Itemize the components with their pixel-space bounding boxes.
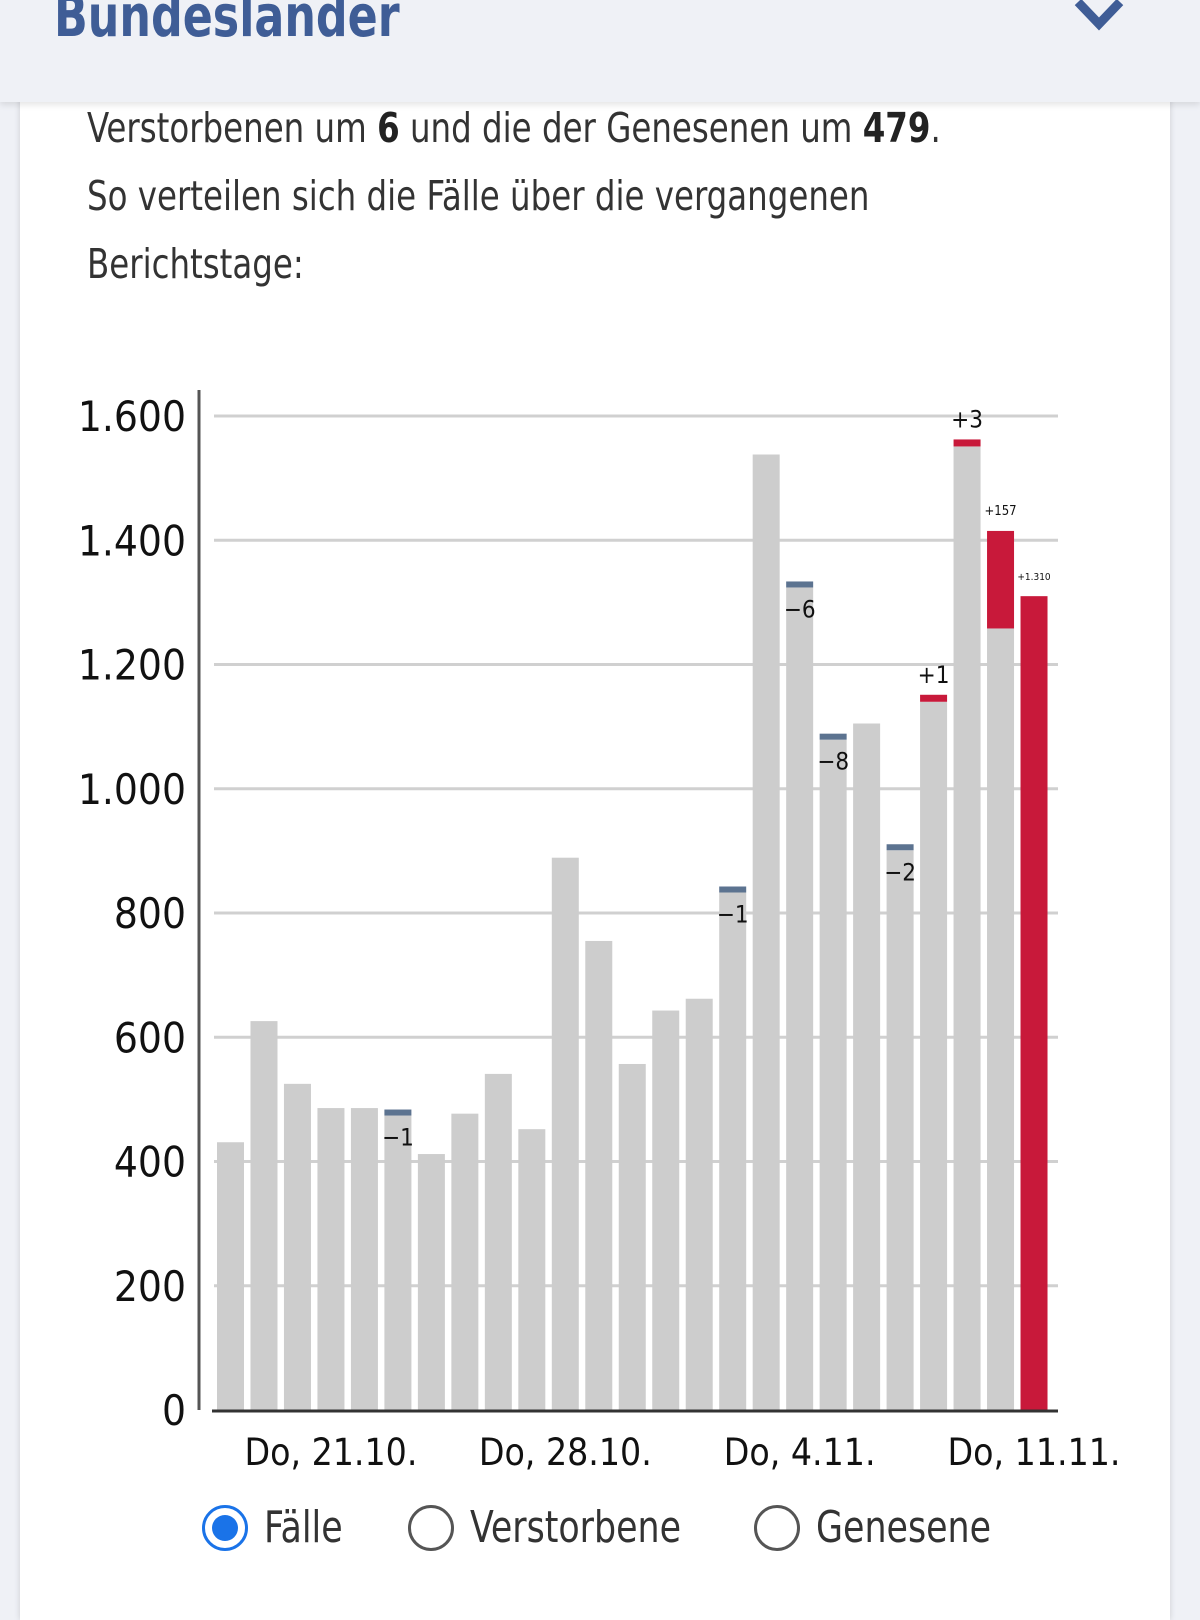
bar	[618, 1063, 646, 1410]
bar-increase	[1020, 596, 1048, 1410]
bar	[484, 1073, 512, 1410]
radio-label: Genesene	[816, 1502, 992, 1553]
bar	[752, 454, 780, 1411]
change-label: −6	[784, 595, 816, 623]
text-line: Berichtstage:	[87, 240, 304, 288]
change-label: −1	[717, 900, 749, 928]
text-segment: Verstorbenen um	[87, 104, 378, 152]
y-tick-label: 0	[162, 1386, 186, 1435]
change-label: +1.310	[1017, 572, 1051, 583]
change-label: −8	[817, 748, 849, 776]
bar	[451, 1113, 479, 1410]
bar	[551, 857, 579, 1410]
metric-selector: Fälle Verstorbene Genesene	[0, 1502, 1200, 1572]
change-label: +1	[918, 661, 950, 689]
bar	[987, 628, 1015, 1410]
change-label: −1	[382, 1124, 414, 1152]
recovered-change: 479	[862, 104, 931, 152]
bar	[786, 587, 814, 1410]
radio-label: Verstorbene	[470, 1502, 682, 1553]
bar-decrease	[886, 844, 914, 851]
text-line: So verteilen sich die Fälle über die ver…	[87, 172, 870, 220]
bar	[819, 739, 847, 1410]
y-tick-label: 200	[114, 1262, 186, 1311]
bar	[417, 1154, 445, 1410]
bar	[886, 850, 914, 1410]
bar-decrease	[719, 886, 747, 893]
bar-increase	[953, 439, 981, 447]
bar	[685, 998, 713, 1410]
bar-decrease	[786, 581, 814, 588]
radio-unselected-icon[interactable]	[408, 1504, 454, 1551]
change-label: +3	[951, 405, 983, 433]
bar-increase	[987, 530, 1015, 629]
bar	[217, 1142, 244, 1410]
deaths-change: 6	[377, 104, 400, 152]
y-tick-label: 1.200	[78, 641, 186, 690]
bar	[250, 1021, 278, 1410]
radio-unselected-icon[interactable]	[754, 1504, 800, 1551]
text-segment: .	[930, 104, 941, 152]
cases-bar-chart: 0 200 400 600 800 1.000 1.200 1.400 1.600 −1 −1 −6 −…	[78, 390, 1121, 1474]
radio-faelle[interactable]: Fälle	[202, 1502, 353, 1553]
x-tick-label: Do, 21.10.	[244, 1431, 417, 1474]
bar	[518, 1129, 546, 1410]
section-title: Bundesländer	[54, 0, 400, 50]
bar	[719, 892, 747, 1410]
section-header[interactable]: Bundesländer	[0, 0, 1200, 102]
y-tick-label: 1.400	[78, 516, 186, 565]
bar	[283, 1083, 311, 1410]
change-label: −2	[884, 858, 916, 886]
radio-verstorbene[interactable]: Verstorbene	[408, 1502, 710, 1553]
bar	[585, 940, 613, 1410]
intro-text: Verstorbenen um 6 und die der Genesenen …	[87, 94, 941, 298]
bar	[350, 1108, 378, 1410]
bar	[953, 446, 981, 1410]
radio-genesene[interactable]: Genesene	[754, 1502, 1015, 1553]
radio-selected-icon[interactable]	[202, 1504, 248, 1551]
y-tick-label: 800	[114, 889, 186, 938]
y-tick-label: 1.600	[78, 392, 186, 441]
y-tick-label: 600	[114, 1013, 186, 1062]
y-tick-label: 1.000	[78, 765, 186, 814]
x-tick-label: Do, 11.11.	[948, 1431, 1121, 1474]
bar	[920, 701, 948, 1410]
bar-increase	[920, 694, 948, 702]
bar	[853, 723, 881, 1410]
bar	[384, 1115, 412, 1410]
bar-decrease	[819, 733, 847, 740]
text-segment: und die der Genesenen um	[399, 104, 863, 152]
bar-decrease	[384, 1109, 412, 1116]
change-label: +157	[984, 504, 1016, 519]
x-tick-label: Do, 28.10.	[479, 1431, 652, 1474]
chevron-down-icon[interactable]	[1074, 0, 1124, 40]
x-tick-label: Do, 4.11.	[724, 1431, 876, 1474]
bar	[652, 1010, 680, 1410]
radio-label: Fälle	[264, 1502, 343, 1553]
y-tick-label: 400	[114, 1138, 186, 1187]
bar	[317, 1108, 345, 1410]
